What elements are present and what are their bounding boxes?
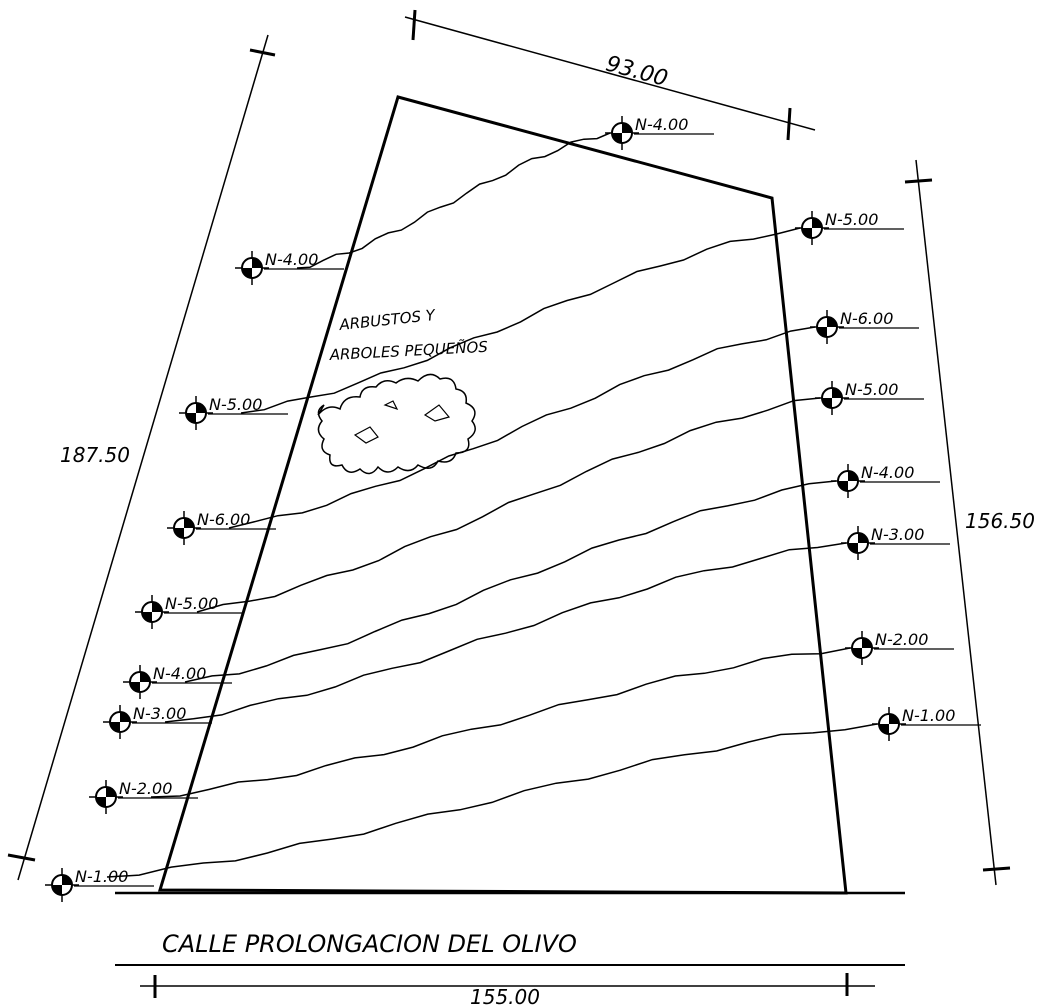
marker-fill [52, 875, 72, 895]
marker-fill [822, 388, 842, 408]
street-label: CALLE PROLONGACION DEL OLIVO [162, 930, 577, 958]
marker-fill [848, 533, 868, 553]
level-marker: N-5.00 [179, 395, 288, 430]
level-label: N-3.00 [133, 704, 186, 723]
level-label: N-5.00 [845, 380, 898, 399]
vegetation-label: ARBOLES PEQUEÑOS [328, 337, 488, 364]
marker-fill [110, 712, 130, 732]
contour-line [240, 227, 801, 414]
level-marker: N-4.00 [123, 664, 232, 699]
contour-line [196, 397, 821, 613]
dimension-lines [7, 9, 1011, 998]
level-marker: N-4.00 [235, 250, 344, 285]
level-marker: N-3.00 [841, 525, 950, 560]
level-label: N-1.00 [902, 706, 955, 725]
marker-fill [142, 602, 162, 622]
level-marker: N-5.00 [135, 594, 244, 629]
level-label: N-2.00 [119, 779, 172, 798]
marker-fill [612, 123, 632, 143]
contour-line [184, 480, 837, 683]
level-marker: N-5.00 [795, 210, 904, 245]
vegetation-label: ARBUSTOS Y [338, 306, 438, 334]
marker-fill [174, 518, 194, 538]
level-label: N-5.00 [209, 395, 262, 414]
marker-fill [130, 672, 150, 692]
dimension-label: 93.00 [603, 51, 670, 91]
marker-fill [879, 714, 899, 734]
level-marker: N-5.00 [815, 380, 924, 415]
level-label: N-4.00 [153, 664, 206, 683]
level-label: N-6.00 [197, 510, 250, 529]
level-label: N-6.00 [840, 309, 893, 328]
contour-line [228, 326, 816, 529]
level-label: N-5.00 [825, 210, 878, 229]
marker-fill [186, 403, 206, 423]
contour-line [150, 647, 851, 798]
level-marker: N-4.00 [605, 115, 714, 150]
dimension-label: 156.50 [965, 509, 1035, 533]
vegetation-detail [353, 400, 451, 444]
level-marker: N-6.00 [167, 510, 276, 545]
lot-outline [157, 95, 848, 895]
level-label: N-5.00 [165, 594, 218, 613]
marker-fill [838, 471, 858, 491]
level-label: N-4.00 [265, 250, 318, 269]
marker-fill [96, 787, 116, 807]
level-marker: N-3.00 [103, 704, 212, 739]
marker-fill [802, 218, 822, 238]
level-marker: N-4.00 [831, 463, 940, 498]
marker-fill [242, 258, 262, 278]
contour-line [296, 132, 611, 269]
level-label: N-3.00 [871, 525, 924, 544]
dimension-label: 155.00 [470, 985, 540, 1007]
level-marker: N-2.00 [89, 779, 198, 814]
marker-fill [817, 317, 837, 337]
contour-line [106, 723, 878, 878]
level-marker: N-1.00 [872, 706, 981, 741]
dimension-label: 187.50 [60, 443, 130, 467]
level-marker: N-1.00 [45, 867, 154, 902]
level-label: N-4.00 [861, 463, 914, 482]
level-label: N-2.00 [875, 630, 928, 649]
marker-fill [852, 638, 872, 658]
level-marker: N-2.00 [845, 630, 954, 665]
level-marker: N-6.00 [810, 309, 919, 344]
level-markers: N-4.00 N-5.00 N-6.00 N-5.00 N-4.00 N-3.00 N-2.… [45, 115, 981, 902]
contours [106, 132, 878, 878]
contour-line [164, 542, 847, 723]
level-label: N-1.00 [75, 867, 128, 886]
level-label: N-4.00 [635, 115, 688, 134]
